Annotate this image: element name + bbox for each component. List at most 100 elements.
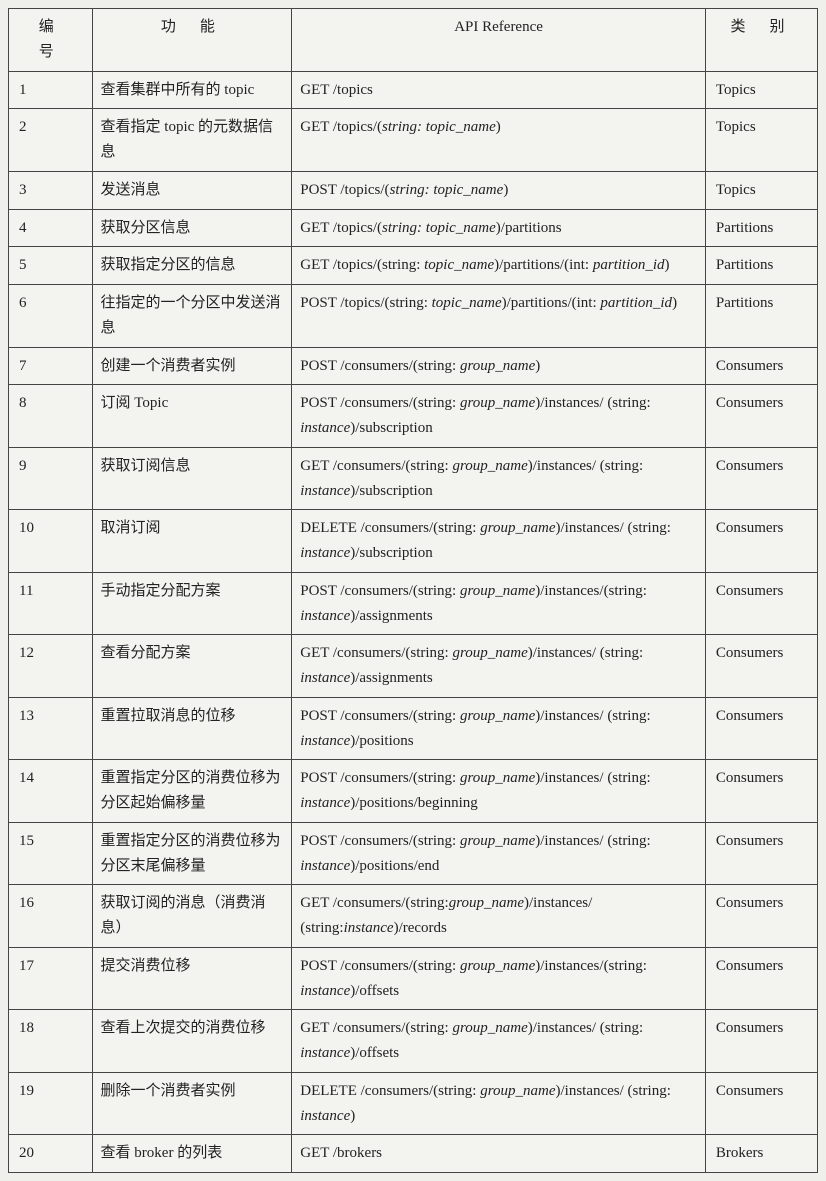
cell-api: GET /topics/(string: topic_name) bbox=[292, 109, 706, 172]
cell-category: Consumers bbox=[705, 947, 817, 1010]
cell-api: GET /consumers/(string:group_name)/insta… bbox=[292, 885, 706, 948]
cell-api: GET /topics/(string: topic_name)/partiti… bbox=[292, 247, 706, 285]
cell-category: Consumers bbox=[705, 347, 817, 385]
cell-id: 6 bbox=[9, 285, 93, 348]
cell-id: 13 bbox=[9, 697, 93, 760]
table-row: 3发送消息POST /topics/(string: topic_name)To… bbox=[9, 171, 818, 209]
cell-category: Consumers bbox=[705, 1072, 817, 1135]
header-api: API Reference bbox=[292, 9, 706, 72]
cell-api: POST /consumers/(string: group_name)/ins… bbox=[292, 385, 706, 448]
cell-function: 查看上次提交的消费位移 bbox=[92, 1010, 292, 1073]
table-row: 6往指定的一个分区中发送消息POST /topics/(string: topi… bbox=[9, 285, 818, 348]
cell-id: 20 bbox=[9, 1135, 93, 1173]
cell-function: 往指定的一个分区中发送消息 bbox=[92, 285, 292, 348]
cell-id: 17 bbox=[9, 947, 93, 1010]
cell-category: Consumers bbox=[705, 572, 817, 635]
cell-category: Consumers bbox=[705, 822, 817, 885]
cell-id: 16 bbox=[9, 885, 93, 948]
cell-function: 获取订阅的消息（消费消息） bbox=[92, 885, 292, 948]
cell-id: 9 bbox=[9, 447, 93, 510]
table-row: 5获取指定分区的信息GET /topics/(string: topic_nam… bbox=[9, 247, 818, 285]
cell-id: 11 bbox=[9, 572, 93, 635]
cell-id: 5 bbox=[9, 247, 93, 285]
cell-api: POST /consumers/(string: group_name)/ins… bbox=[292, 572, 706, 635]
table-header-row: 编号 功能 API Reference 类别 bbox=[9, 9, 818, 72]
cell-function: 重置指定分区的消费位移为分区起始偏移量 bbox=[92, 760, 292, 823]
api-reference-table: 编号 功能 API Reference 类别 1查看集群中所有的 topicGE… bbox=[8, 8, 818, 1173]
cell-category: Consumers bbox=[705, 447, 817, 510]
cell-api: POST /consumers/(string: group_name)/ins… bbox=[292, 947, 706, 1010]
table-row: 4获取分区信息GET /topics/(string: topic_name)/… bbox=[9, 209, 818, 247]
cell-function: 查看 broker 的列表 bbox=[92, 1135, 292, 1173]
cell-category: Partitions bbox=[705, 209, 817, 247]
table-row: 2查看指定 topic 的元数据信息GET /topics/(string: t… bbox=[9, 109, 818, 172]
table-row: 20查看 broker 的列表GET /brokersBrokers bbox=[9, 1135, 818, 1173]
cell-api: DELETE /consumers/(string: group_name)/i… bbox=[292, 1072, 706, 1135]
cell-id: 18 bbox=[9, 1010, 93, 1073]
cell-function: 重置拉取消息的位移 bbox=[92, 697, 292, 760]
table-row: 12查看分配方案GET /consumers/(string: group_na… bbox=[9, 635, 818, 698]
cell-function: 创建一个消费者实例 bbox=[92, 347, 292, 385]
table-row: 9获取订阅信息GET /consumers/(string: group_nam… bbox=[9, 447, 818, 510]
table-row: 16获取订阅的消息（消费消息）GET /consumers/(string:gr… bbox=[9, 885, 818, 948]
cell-id: 8 bbox=[9, 385, 93, 448]
table-row: 18查看上次提交的消费位移GET /consumers/(string: gro… bbox=[9, 1010, 818, 1073]
cell-category: Consumers bbox=[705, 385, 817, 448]
table-row: 10取消订阅DELETE /consumers/(string: group_n… bbox=[9, 510, 818, 573]
header-function: 功能 bbox=[92, 9, 292, 72]
table-row: 7创建一个消费者实例POST /consumers/(string: group… bbox=[9, 347, 818, 385]
cell-id: 3 bbox=[9, 171, 93, 209]
cell-id: 10 bbox=[9, 510, 93, 573]
cell-category: Topics bbox=[705, 109, 817, 172]
table-row: 8订阅 TopicPOST /consumers/(string: group_… bbox=[9, 385, 818, 448]
cell-category: Topics bbox=[705, 71, 817, 109]
cell-api: POST /consumers/(string: group_name)/ins… bbox=[292, 760, 706, 823]
cell-api: POST /consumers/(string: group_name)/ins… bbox=[292, 697, 706, 760]
header-category: 类别 bbox=[705, 9, 817, 72]
cell-function: 手动指定分配方案 bbox=[92, 572, 292, 635]
cell-function: 获取订阅信息 bbox=[92, 447, 292, 510]
cell-function: 查看分配方案 bbox=[92, 635, 292, 698]
table-row: 1查看集群中所有的 topicGET /topicsTopics bbox=[9, 71, 818, 109]
cell-function: 获取指定分区的信息 bbox=[92, 247, 292, 285]
cell-category: Consumers bbox=[705, 510, 817, 573]
cell-api: GET /consumers/(string: group_name)/inst… bbox=[292, 635, 706, 698]
cell-api: GET /consumers/(string: group_name)/inst… bbox=[292, 1010, 706, 1073]
cell-api: POST /topics/(string: topic_name) bbox=[292, 171, 706, 209]
cell-category: Partitions bbox=[705, 285, 817, 348]
cell-function: 发送消息 bbox=[92, 171, 292, 209]
cell-category: Consumers bbox=[705, 697, 817, 760]
header-id: 编号 bbox=[9, 9, 93, 72]
cell-api: POST /consumers/(string: group_name) bbox=[292, 347, 706, 385]
cell-function: 重置指定分区的消费位移为分区末尾偏移量 bbox=[92, 822, 292, 885]
cell-id: 4 bbox=[9, 209, 93, 247]
cell-id: 12 bbox=[9, 635, 93, 698]
cell-function: 取消订阅 bbox=[92, 510, 292, 573]
table-row: 15重置指定分区的消费位移为分区末尾偏移量POST /consumers/(st… bbox=[9, 822, 818, 885]
cell-category: Consumers bbox=[705, 760, 817, 823]
cell-api: DELETE /consumers/(string: group_name)/i… bbox=[292, 510, 706, 573]
cell-category: Partitions bbox=[705, 247, 817, 285]
cell-id: 19 bbox=[9, 1072, 93, 1135]
table-row: 11手动指定分配方案POST /consumers/(string: group… bbox=[9, 572, 818, 635]
cell-api: GET /topics bbox=[292, 71, 706, 109]
table-row: 13重置拉取消息的位移POST /consumers/(string: grou… bbox=[9, 697, 818, 760]
cell-function: 查看指定 topic 的元数据信息 bbox=[92, 109, 292, 172]
cell-id: 7 bbox=[9, 347, 93, 385]
cell-function: 获取分区信息 bbox=[92, 209, 292, 247]
table-row: 19删除一个消费者实例DELETE /consumers/(string: gr… bbox=[9, 1072, 818, 1135]
cell-category: Consumers bbox=[705, 1010, 817, 1073]
cell-category: Consumers bbox=[705, 635, 817, 698]
table-row: 17提交消费位移POST /consumers/(string: group_n… bbox=[9, 947, 818, 1010]
cell-function: 删除一个消费者实例 bbox=[92, 1072, 292, 1135]
cell-id: 1 bbox=[9, 71, 93, 109]
cell-category: Topics bbox=[705, 171, 817, 209]
cell-function: 查看集群中所有的 topic bbox=[92, 71, 292, 109]
cell-category: Brokers bbox=[705, 1135, 817, 1173]
cell-api: POST /topics/(string: topic_name)/partit… bbox=[292, 285, 706, 348]
cell-api: GET /consumers/(string: group_name)/inst… bbox=[292, 447, 706, 510]
cell-id: 15 bbox=[9, 822, 93, 885]
cell-id: 14 bbox=[9, 760, 93, 823]
table-row: 14重置指定分区的消费位移为分区起始偏移量POST /consumers/(st… bbox=[9, 760, 818, 823]
cell-category: Consumers bbox=[705, 885, 817, 948]
